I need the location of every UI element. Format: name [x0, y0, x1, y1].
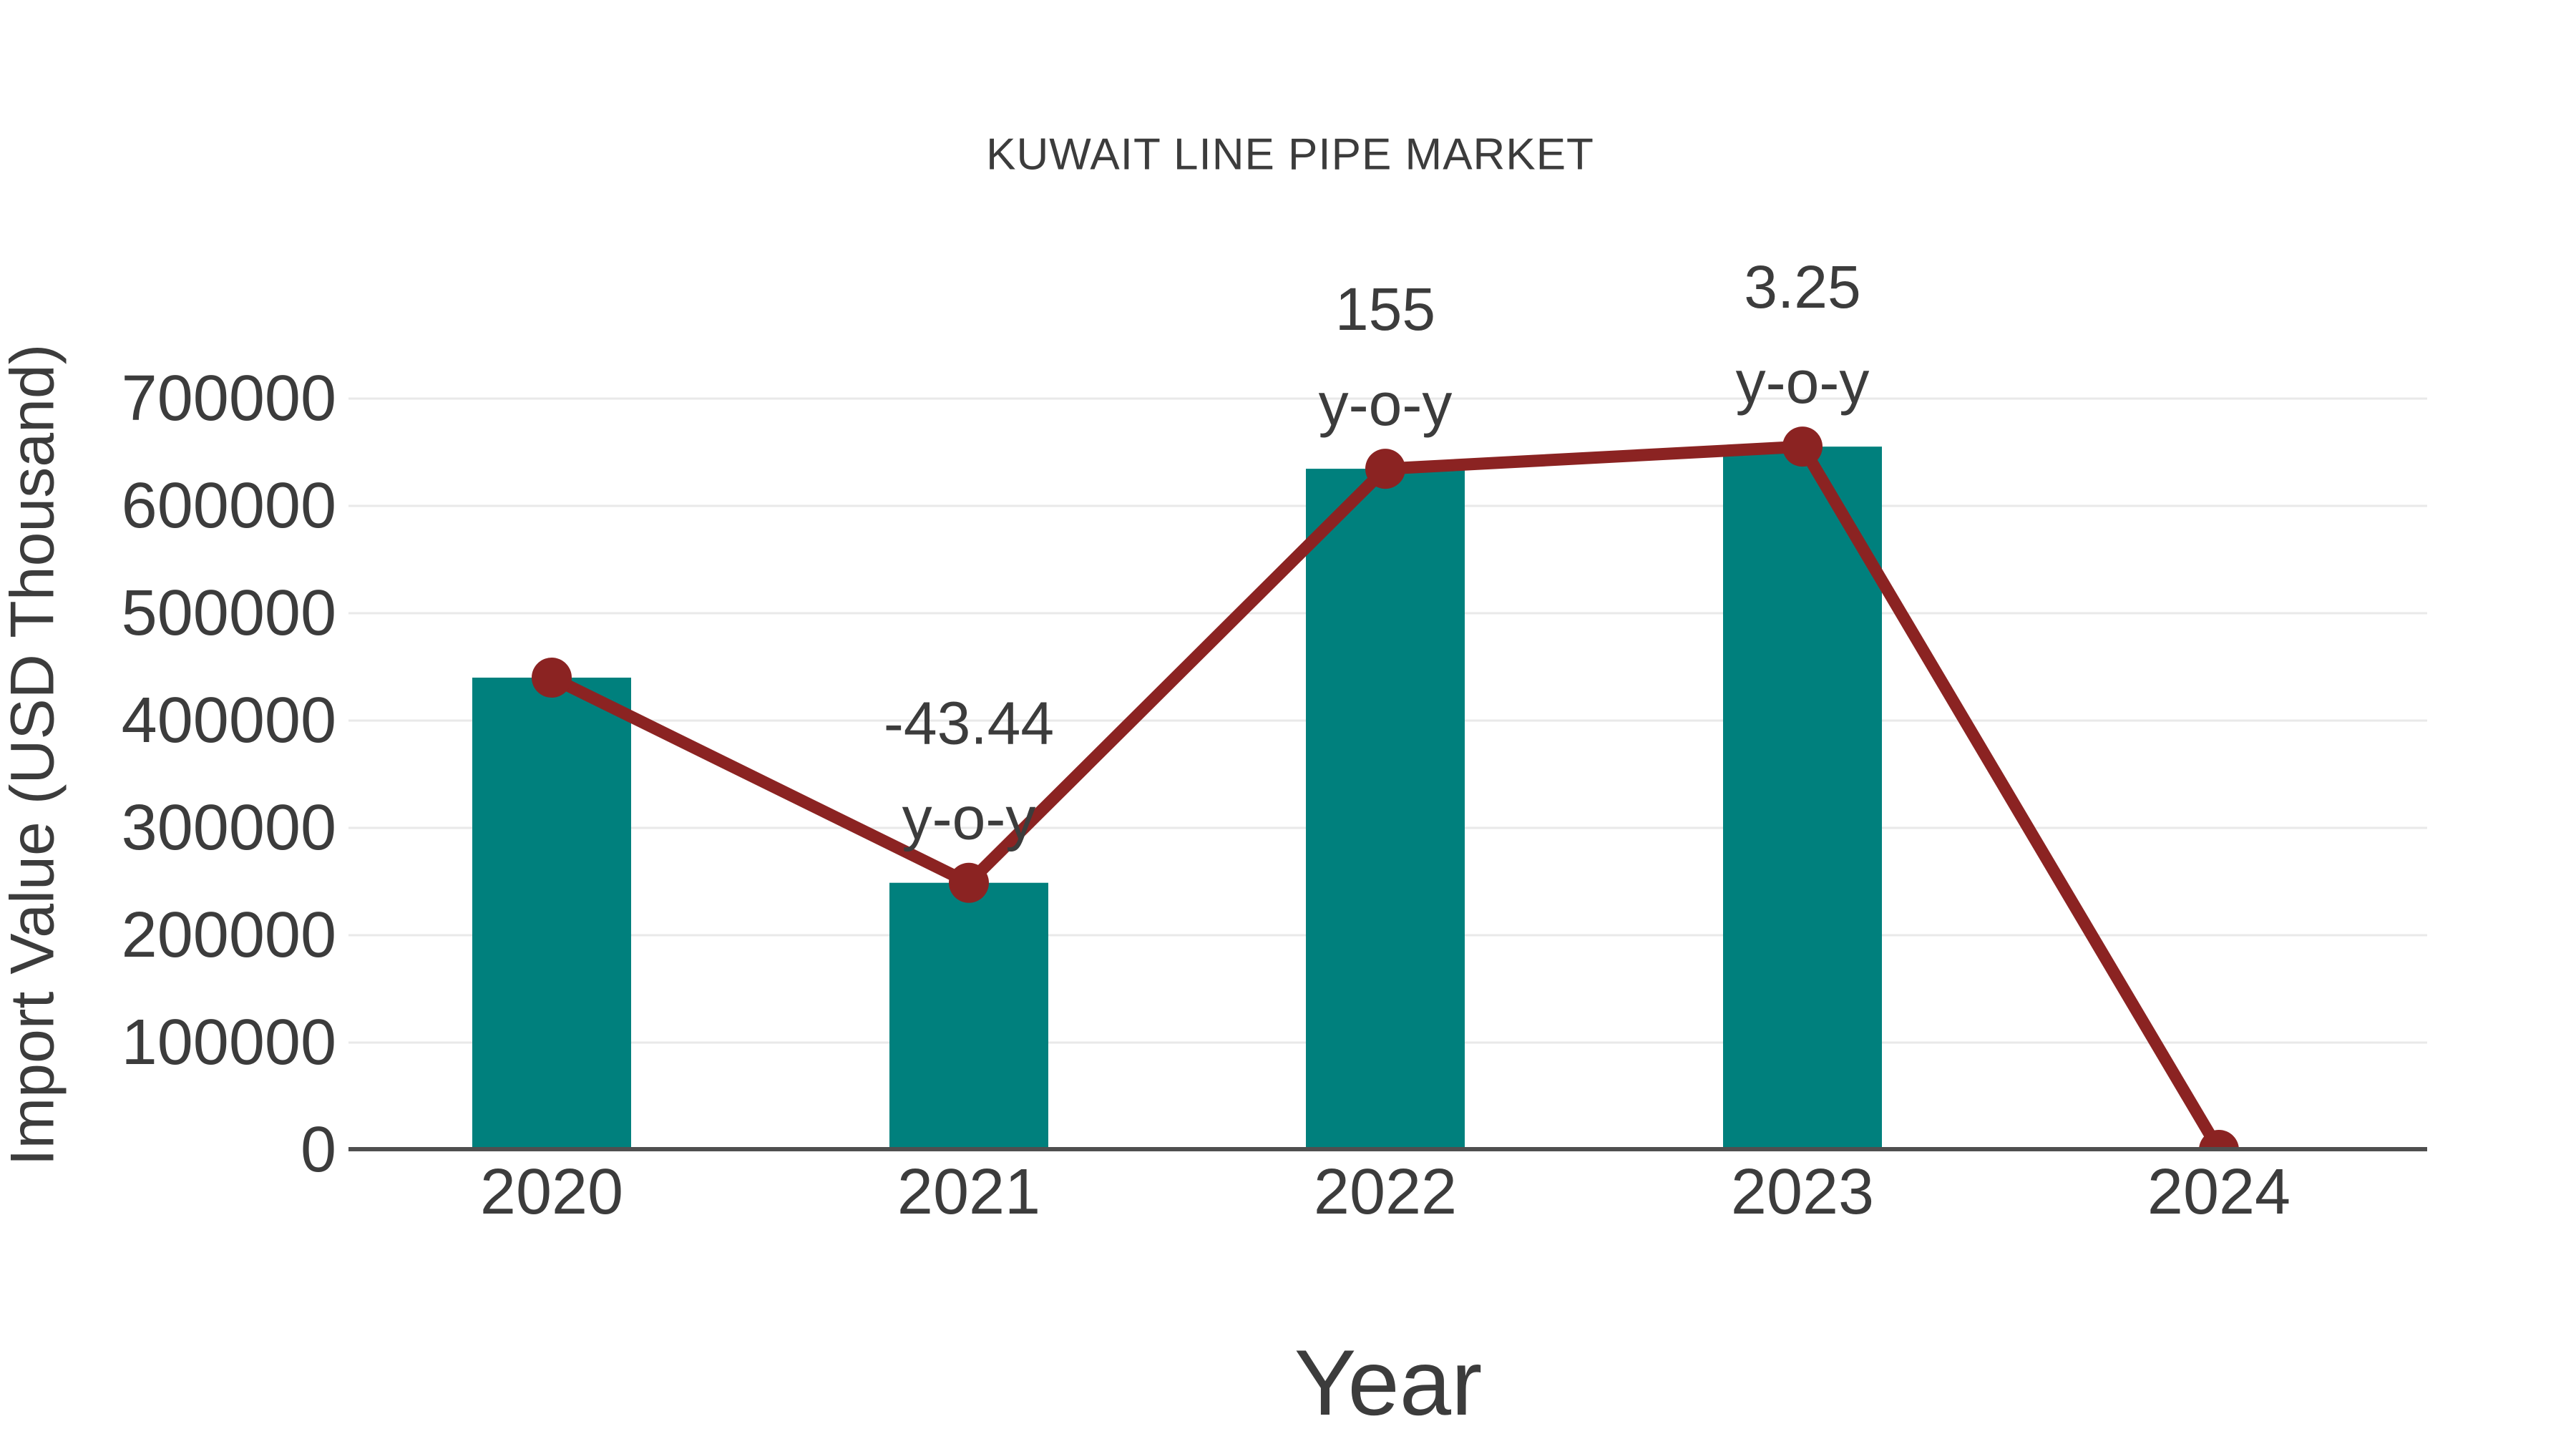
annotation-suffix: y-o-y [1319, 371, 1453, 438]
data-point-marker [2199, 1130, 2239, 1151]
y-tick-label: 400000 [122, 685, 336, 756]
annotation-suffix: y-o-y [902, 785, 1036, 852]
x-tick-label: 2024 [2147, 1156, 2290, 1228]
y-tick-label: 100000 [122, 1007, 336, 1078]
annotation-value: 155 [1335, 275, 1435, 343]
annotation-value: 3.25 [1744, 253, 1861, 321]
x-tick-label: 2021 [897, 1156, 1040, 1228]
y-tick-label: 300000 [122, 792, 336, 864]
data-point-marker [1782, 426, 1823, 467]
data-point-marker [1365, 449, 1405, 489]
bar [889, 882, 1048, 1151]
y-tick-label: 700000 [122, 363, 336, 434]
y-tick-label: 500000 [122, 577, 336, 649]
chart-title: KUWAIT LINE PIPE MARKET [986, 130, 1594, 180]
bar [1306, 469, 1465, 1151]
bar [472, 678, 631, 1151]
x-tick-label: 2020 [480, 1156, 623, 1228]
y-tick-label: 0 [301, 1114, 336, 1186]
data-point-marker [949, 862, 989, 903]
annotation-value: -43.44 [884, 690, 1054, 757]
y-tick-label: 600000 [122, 470, 336, 542]
y-tick-label: 200000 [122, 899, 336, 971]
x-tick-label: 2022 [1314, 1156, 1457, 1228]
annotation-suffix: y-o-y [1736, 348, 1870, 416]
x-axis-title: Year [1294, 1330, 1483, 1435]
x-tick-label: 2023 [1731, 1156, 1874, 1228]
data-point-marker [532, 658, 572, 698]
bar [1723, 447, 1882, 1151]
